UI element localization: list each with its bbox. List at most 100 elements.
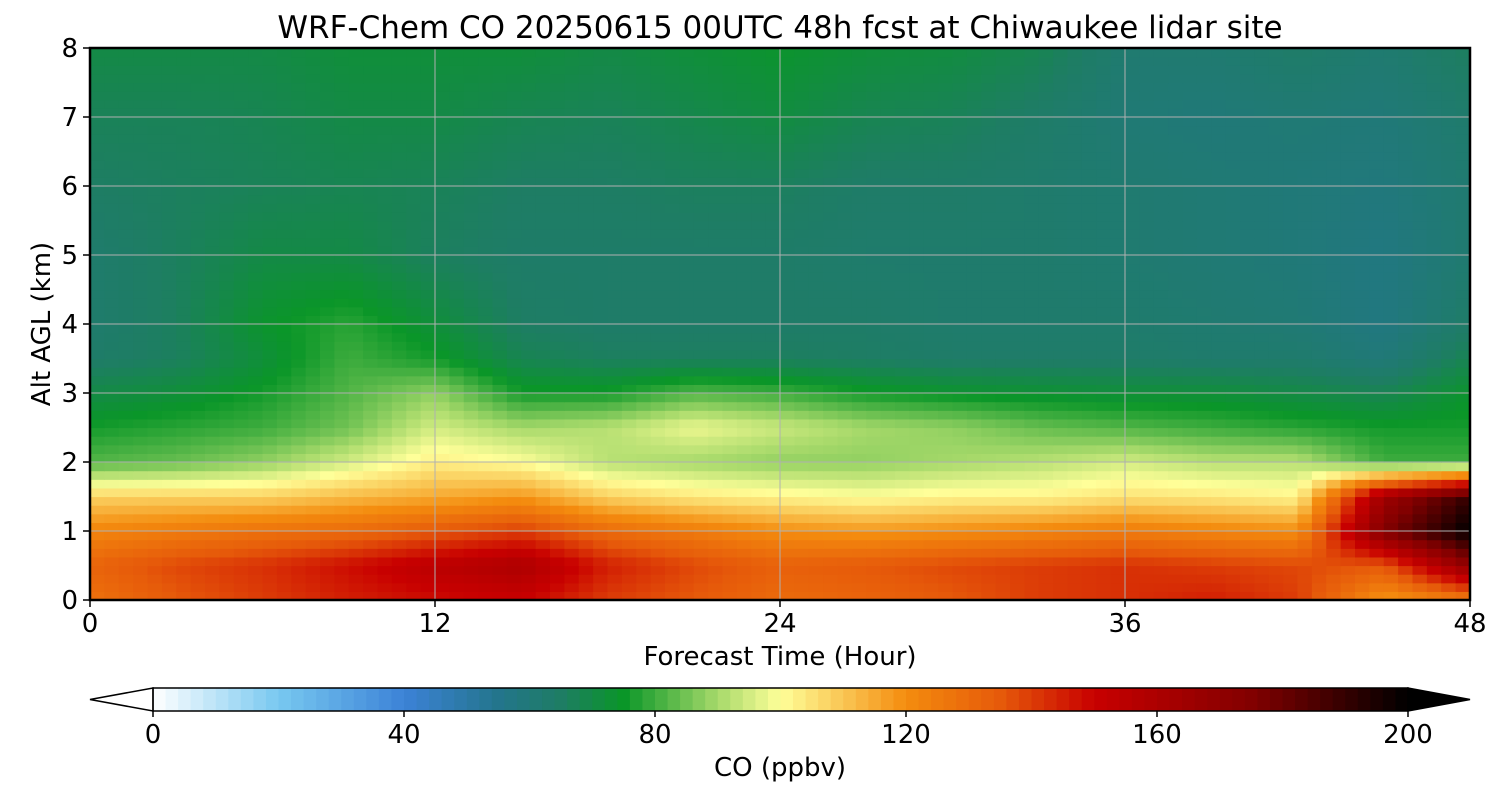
heatmap-cell: [1268, 177, 1284, 187]
heatmap-cell: [363, 539, 379, 549]
heatmap-cell: [118, 462, 134, 472]
heatmap-cell: [751, 375, 767, 385]
heatmap-cell: [995, 470, 1011, 480]
heatmap-cell: [665, 548, 680, 558]
heatmap-cell: [851, 220, 867, 230]
heatmap-cell: [665, 229, 680, 239]
heatmap-cell: [636, 427, 652, 437]
heatmap-cell: [550, 272, 565, 282]
heatmap-cell: [492, 263, 508, 273]
heatmap-cell: [1096, 315, 1112, 325]
heatmap-cell: [1225, 453, 1241, 463]
heatmap-cell: [305, 444, 321, 454]
heatmap-cell: [248, 160, 264, 170]
heatmap-cell: [1340, 582, 1356, 592]
heatmap-cell: [348, 505, 364, 515]
heatmap-cell: [1067, 160, 1083, 170]
heatmap-cell: [420, 168, 436, 178]
heatmap-cell: [1010, 496, 1025, 506]
heatmap-cell: [693, 332, 709, 342]
heatmap-cell: [1340, 384, 1356, 394]
heatmap-cell: [348, 539, 364, 549]
heatmap-cell: [966, 229, 982, 239]
heatmap-cell: [320, 427, 335, 437]
heatmap-cell: [1398, 177, 1414, 187]
heatmap-cell: [722, 574, 738, 584]
heatmap-cell: [578, 410, 594, 420]
heatmap-cell: [1340, 401, 1356, 411]
heatmap-cell: [1182, 255, 1198, 265]
heatmap-cell: [176, 151, 192, 161]
heatmap-cell: [1211, 393, 1227, 403]
heatmap-cell: [176, 418, 192, 429]
heatmap-cell: [1225, 418, 1241, 429]
heatmap-cell: [780, 211, 795, 222]
heatmap-cell: [1254, 539, 1270, 549]
heatmap-cell: [449, 436, 465, 446]
heatmap-cell: [118, 367, 134, 377]
heatmap-cell: [1139, 375, 1155, 385]
heatmap-cell: [851, 349, 867, 360]
heatmap-cell: [334, 280, 350, 291]
heatmap-cell: [320, 496, 335, 506]
heatmap-cell: [952, 272, 968, 282]
heatmap-cell: [650, 203, 666, 213]
heatmap-cell: [363, 151, 379, 161]
heatmap-cell: [1139, 556, 1155, 567]
heatmap-cell: [1326, 505, 1342, 515]
heatmap-cell: [636, 470, 652, 480]
heatmap-cell: [262, 341, 278, 351]
heatmap-cell: [938, 160, 954, 170]
heatmap-cell: [1355, 246, 1370, 256]
heatmap-cell: [1383, 487, 1399, 498]
heatmap-cell: [1297, 263, 1313, 273]
heatmap-cell: [866, 151, 882, 161]
heatmap-cell: [1010, 487, 1025, 498]
heatmap-cell: [966, 574, 982, 584]
heatmap-cell: [1053, 401, 1069, 411]
heatmap-cell: [751, 539, 767, 549]
heatmap-cell: [1024, 272, 1040, 282]
heatmap-cell: [1125, 470, 1140, 480]
heatmap-cell: [895, 418, 910, 429]
heatmap-cell: [665, 315, 680, 325]
heatmap-cell: [1125, 298, 1140, 308]
heatmap-cell: [118, 401, 134, 411]
heatmap-cell: [1412, 453, 1428, 463]
heatmap-cell: [377, 556, 393, 567]
heatmap-cell: [104, 487, 120, 498]
heatmap-cell: [147, 203, 163, 213]
heatmap-cell: [808, 349, 824, 360]
heatmap-cell: [334, 505, 350, 515]
heatmap-cell: [1426, 324, 1442, 334]
heatmap-cell: [981, 332, 997, 342]
heatmap-cell: [708, 194, 724, 204]
heatmap-cell: [607, 470, 623, 480]
heatmap-cell: [1038, 393, 1054, 403]
heatmap-cell: [665, 272, 680, 282]
heatmap-cell: [133, 375, 149, 385]
heatmap-cell: [320, 255, 335, 265]
heatmap-cell: [205, 160, 220, 170]
heatmap-cell: [262, 548, 278, 558]
heatmap-cell: [1096, 237, 1112, 247]
heatmap-cell: [1096, 194, 1112, 204]
heatmap-cell: [708, 393, 724, 403]
heatmap-cell: [895, 393, 910, 403]
heatmap-cell: [1369, 160, 1385, 170]
heatmap-cell: [478, 375, 494, 385]
heatmap-cell: [219, 306, 235, 316]
heatmap-cell: [722, 280, 738, 291]
heatmap-cell: [952, 470, 968, 480]
heatmap-cell: [1355, 531, 1370, 541]
heatmap-cell: [837, 332, 853, 342]
heatmap-cell: [1168, 522, 1184, 532]
heatmap-cell: [1426, 349, 1442, 360]
heatmap-cell: [593, 367, 609, 377]
heatmap-cell: [981, 255, 997, 265]
heatmap-cell: [780, 151, 795, 161]
heatmap-cell: [1010, 513, 1025, 523]
heatmap-cell: [780, 289, 795, 299]
heatmap-cell: [219, 565, 235, 575]
heatmap-cell: [1010, 315, 1025, 325]
